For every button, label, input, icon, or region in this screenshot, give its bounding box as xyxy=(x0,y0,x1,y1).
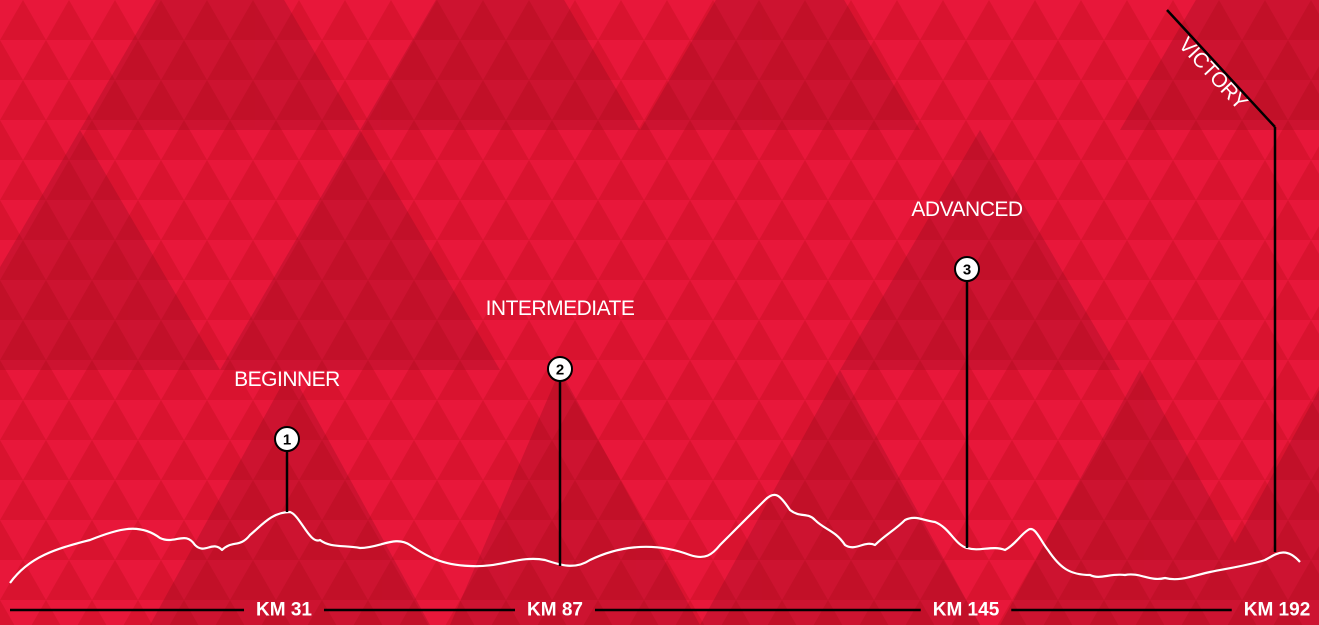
stage-number: 2 xyxy=(556,362,564,379)
distance-label: KM 31 xyxy=(256,600,312,621)
stage-number: 3 xyxy=(963,262,971,279)
distance-label: KM 145 xyxy=(933,600,1000,621)
stage-label: ADVANCED xyxy=(911,198,1022,221)
distance-label: KM 87 xyxy=(527,600,583,621)
distance-label: KM 192 xyxy=(1244,600,1311,621)
stage-number: 1 xyxy=(283,432,291,449)
infographic: VICTORY 1BEGINNER2INTERMEDIATE3ADVANCEDK… xyxy=(0,0,1319,625)
stage-label: INTERMEDIATE xyxy=(486,297,635,320)
stage-label: BEGINNER xyxy=(234,368,340,391)
